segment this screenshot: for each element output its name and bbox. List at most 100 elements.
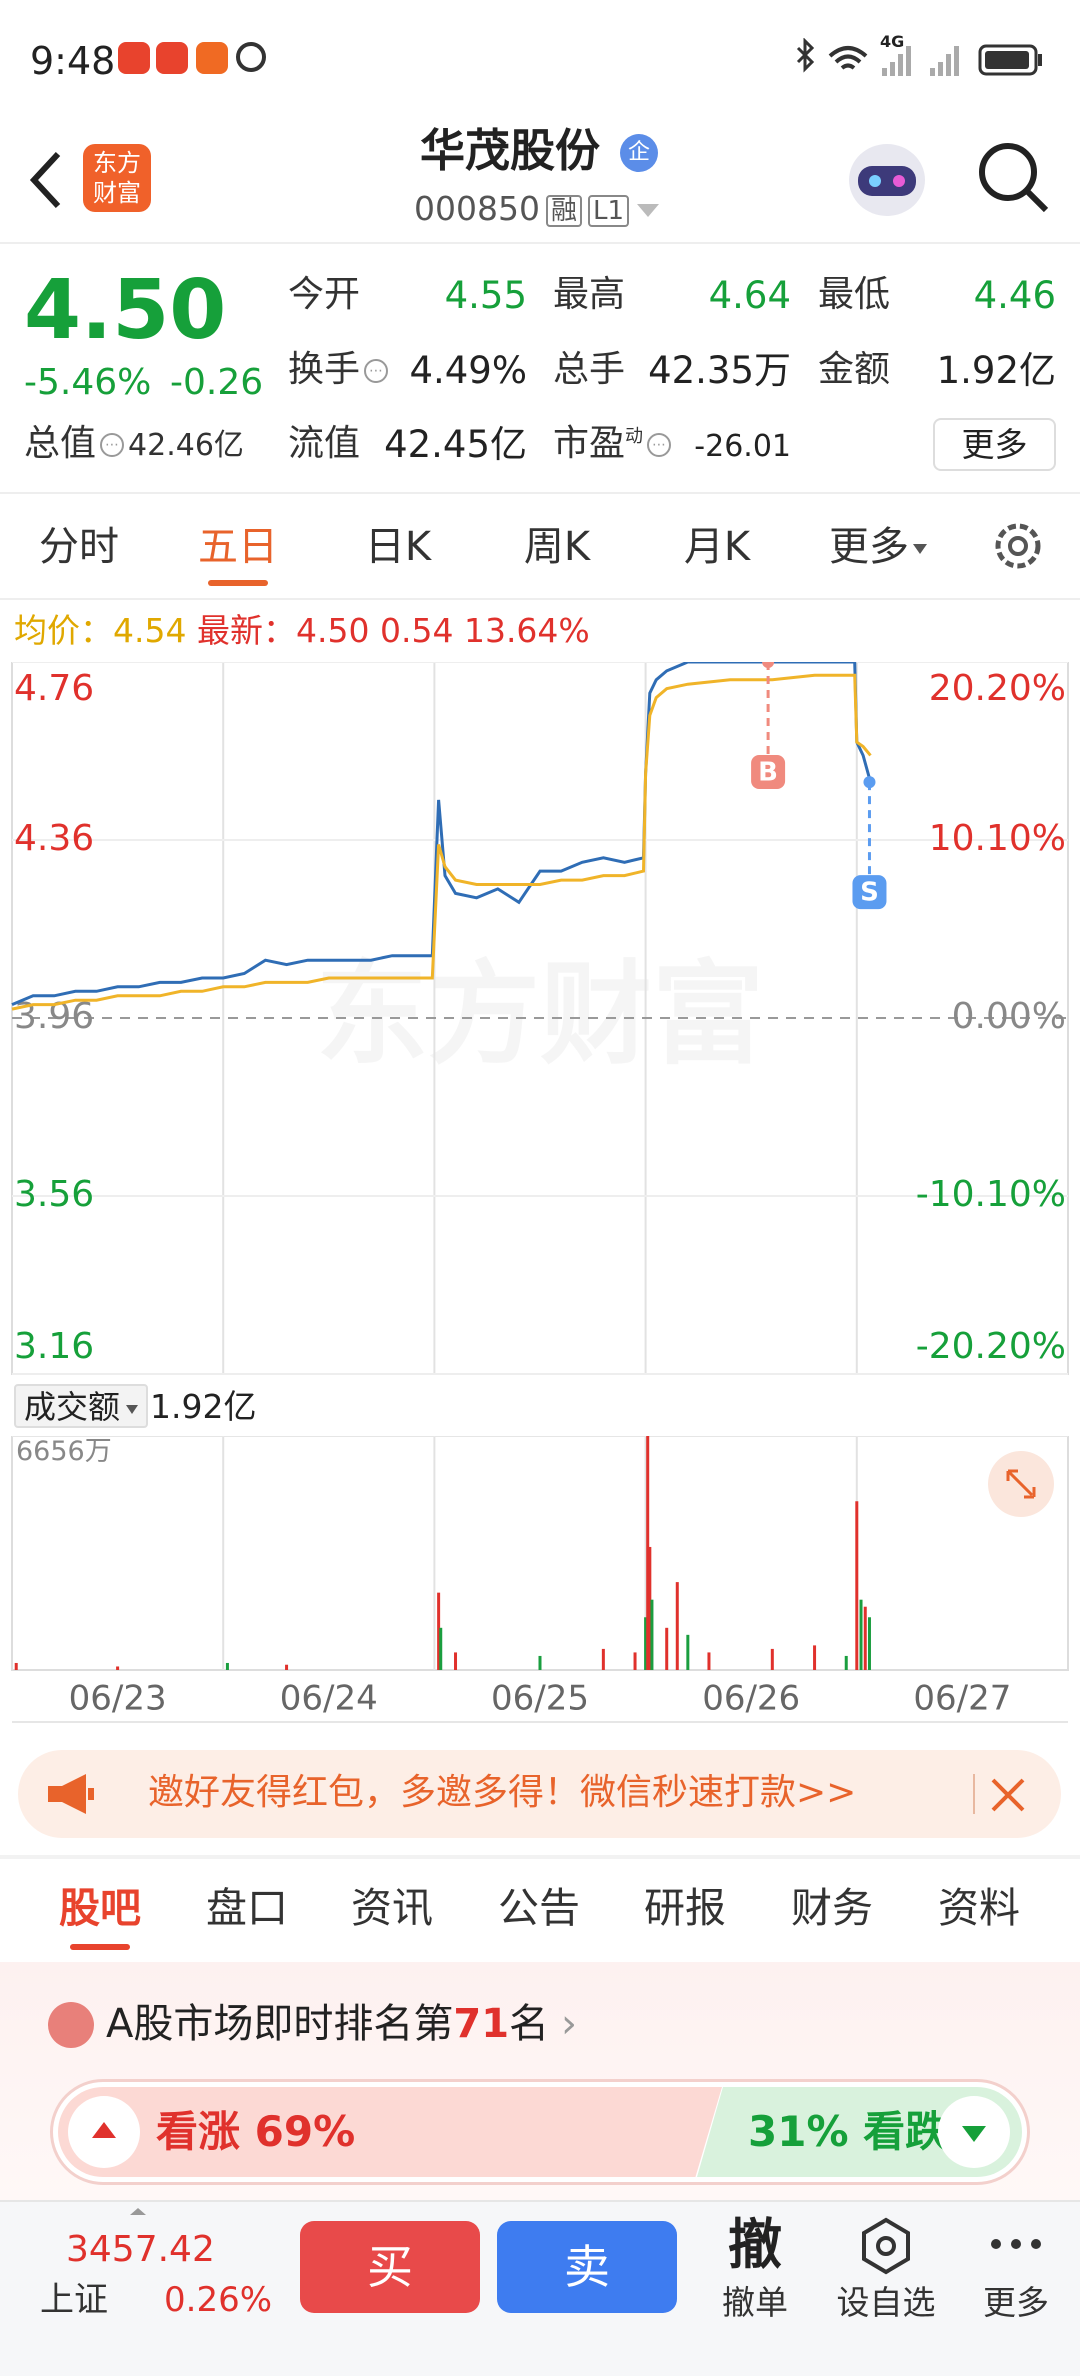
chevron: › xyxy=(561,2001,578,2047)
legend-change-pct: 13.64% xyxy=(463,611,590,650)
sub-tab[interactable]: 资讯 xyxy=(351,1884,433,1932)
battery-level xyxy=(985,51,1029,69)
total-value-row: 总值 ⋯ 42.46亿 xyxy=(24,426,244,462)
label-sup: 动 xyxy=(625,426,644,447)
volume-bar xyxy=(859,1599,863,1670)
enterprise-badge: 企 xyxy=(620,134,658,172)
stat-value: 4.49% xyxy=(409,349,527,392)
ranking-suffix: 名 xyxy=(509,2001,550,2047)
banner-text[interactable]: 邀好友得红包，多邀多得！微信秒速打款>> xyxy=(148,1772,857,1813)
stock-name: 华茂股份 xyxy=(420,124,601,177)
x-tick-label: 06/24 xyxy=(280,1679,378,1719)
x-tick-label: 06/25 xyxy=(491,1679,589,1719)
bluetooth-icon xyxy=(796,38,815,73)
sub-tab[interactable]: 资料 xyxy=(938,1884,1020,1932)
y2-tick-label: -20.20% xyxy=(916,1326,1066,1367)
avg-label: 均价： xyxy=(14,611,113,650)
info-icon[interactable]: ⋯ xyxy=(100,433,125,457)
stat-label: 金额 xyxy=(818,349,891,390)
down-arrow xyxy=(962,2126,986,2142)
y-tick-label: 3.56 xyxy=(14,1174,94,1215)
stat-value: 42.45亿 xyxy=(384,423,527,466)
buy-button[interactable]: 买 xyxy=(300,2221,480,2313)
volume-bar xyxy=(707,1652,711,1670)
stat-value: 42.35万 xyxy=(648,349,791,392)
avg-value: 4.54 xyxy=(113,611,187,650)
tab[interactable]: 更多 xyxy=(829,527,927,567)
info-icon[interactable]: ⋯ xyxy=(364,359,389,383)
y2-tick-label: 0.00% xyxy=(952,996,1066,1037)
volume-bar xyxy=(855,1501,859,1670)
promo-banner[interactable] xyxy=(18,1750,1061,1838)
watermark: 东方财富 xyxy=(316,950,764,1080)
volume-bar xyxy=(644,1617,648,1670)
stat-label: 总手 xyxy=(553,349,626,390)
divider xyxy=(0,242,1080,244)
y-tick-label: 3.96 xyxy=(14,996,94,1037)
close-button[interactable] xyxy=(990,1777,1026,1813)
stat-value: -26.01 xyxy=(694,429,791,464)
sub-tab[interactable]: 财务 xyxy=(791,1884,873,1932)
label: 总值 xyxy=(24,423,97,464)
trade-point xyxy=(863,776,876,789)
volume-selector[interactable]: 成交额 xyxy=(14,1384,149,1428)
bullish-part[interactable] xyxy=(58,2087,722,2177)
dropdown-arrow xyxy=(913,544,927,554)
watchlist-icon[interactable] xyxy=(858,2216,914,2276)
stat-label: 最高 xyxy=(553,274,626,315)
watchlist-label[interactable]: 设自选 xyxy=(836,2283,936,2322)
stat-label: 今开 xyxy=(288,274,361,315)
sub-tab[interactable]: 研报 xyxy=(644,1884,726,1932)
ranking-prefix: A股市场即时排名第 xyxy=(106,2001,454,2047)
sub-tab[interactable]: 盘口 xyxy=(206,1884,288,1932)
megaphone-icon xyxy=(48,1774,94,1814)
tab-underline xyxy=(70,1944,130,1950)
divider xyxy=(0,598,1080,600)
expand-arrow[interactable] xyxy=(130,2208,146,2215)
latest-label: 最新： xyxy=(196,611,296,650)
stock-code: 000850 xyxy=(414,189,540,228)
volume-bar xyxy=(867,1617,871,1670)
legend-change: 0.54 xyxy=(379,611,454,650)
app-logo[interactable]: 东方财富 xyxy=(83,144,151,212)
volume-bar xyxy=(439,1627,443,1670)
more-icon[interactable] xyxy=(988,2236,1044,2252)
ranking-text[interactable]: A股市场即时排名第71名 › xyxy=(106,2004,577,2044)
plot-frame xyxy=(11,1436,1069,1671)
tab[interactable]: 日K xyxy=(364,524,432,570)
cancel-label[interactable]: 撤单 xyxy=(722,2283,788,2322)
assistant-avatar[interactable] xyxy=(842,138,932,220)
sell-button[interactable]: 卖 xyxy=(497,2221,677,2313)
tab[interactable]: 周K xyxy=(523,524,591,570)
sub-tab-selected[interactable]: 股吧 xyxy=(59,1884,141,1932)
y-tick-label: 3.16 xyxy=(14,1326,94,1367)
battery-tip xyxy=(1038,54,1042,66)
dropdown-arrow[interactable] xyxy=(637,204,660,217)
average-line xyxy=(11,673,872,1011)
more-label[interactable]: 更多 xyxy=(983,2283,1049,2322)
back-button[interactable] xyxy=(26,150,66,210)
alarm-icon xyxy=(236,42,266,72)
tab[interactable]: 分时 xyxy=(39,524,119,570)
tag: L1 xyxy=(588,194,630,227)
sub-tab[interactable]: 公告 xyxy=(498,1884,580,1932)
tab-selected[interactable]: 五日 xyxy=(198,524,278,570)
volume-bar xyxy=(686,1634,690,1670)
up-arrow xyxy=(92,2122,116,2138)
cancel-icon[interactable]: 撤 xyxy=(728,2213,782,2276)
separator xyxy=(973,1774,975,1814)
search-button[interactable] xyxy=(976,140,1052,216)
status-time: 9:48 xyxy=(30,39,116,83)
y2-tick-label: 20.20% xyxy=(929,668,1066,709)
settings-button[interactable] xyxy=(990,518,1046,574)
x-tick-label: 06/23 xyxy=(69,1679,167,1719)
bearish-label: 31% 看跌 xyxy=(748,2107,948,2156)
info-icon[interactable]: ⋯ xyxy=(647,433,672,457)
more-button[interactable]: 更多 xyxy=(933,418,1056,471)
notification-icon xyxy=(156,42,188,74)
divider xyxy=(0,492,1080,494)
tab[interactable]: 月K xyxy=(683,524,751,570)
label-text: 市盈 xyxy=(553,423,626,464)
index-value[interactable]: 3457.42 xyxy=(66,2229,215,2270)
